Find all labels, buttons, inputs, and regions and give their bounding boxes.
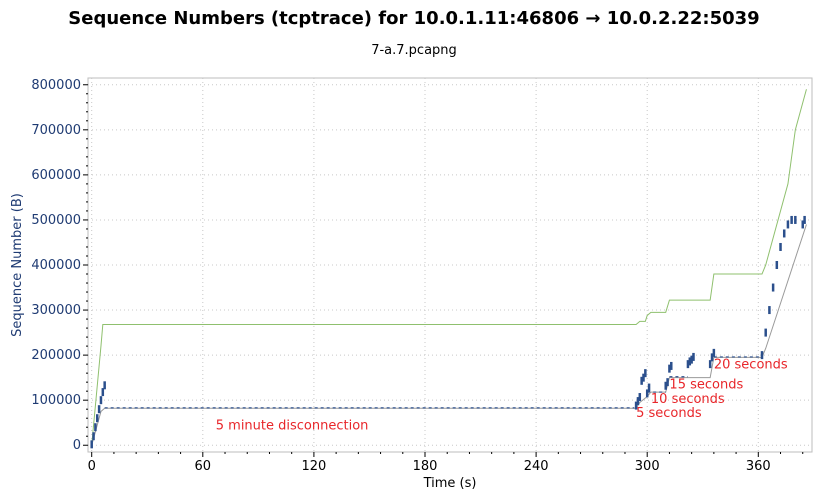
grid-layer: [88, 78, 812, 452]
x-tick-label: 0: [88, 459, 96, 474]
y-tick-label: 800000: [31, 78, 81, 93]
annotation-label: 20 seconds: [714, 358, 788, 373]
y-tick-label: 600000: [31, 168, 81, 183]
annotation-label: 5 seconds: [636, 406, 702, 421]
axis-layer: 0 60 120 180 240 300 360 0 100000 200000 300000 400…: [31, 78, 804, 474]
x-tick-label: 120: [301, 459, 326, 474]
y-tick-label: 0: [73, 438, 81, 453]
y-tick-label: 200000: [31, 348, 81, 363]
x-tick-label: 240: [524, 459, 549, 474]
y-tick-label: 500000: [31, 213, 81, 228]
x-tick-label: 60: [195, 459, 212, 474]
chart-subtitle: 7-a.7.pcapng: [371, 43, 457, 58]
x-tick-label: 180: [413, 459, 438, 474]
y-tick-label: 700000: [31, 123, 81, 138]
annotation-label: 10 seconds: [651, 392, 725, 407]
x-tick-label: 360: [746, 459, 771, 474]
chart-title: Sequence Numbers (tcptrace) for 10.0.1.1…: [68, 8, 760, 29]
series-layer: [90, 89, 807, 449]
y-axis-label: Sequence Number (B): [10, 193, 25, 337]
y-tick-label: 300000: [31, 303, 81, 318]
y-tick-label: 400000: [31, 258, 81, 273]
window-series-line: [91, 89, 807, 446]
x-tick-label: 300: [635, 459, 660, 474]
y-tick-label: 100000: [31, 393, 81, 408]
x-axis-label: Time (s): [423, 476, 477, 491]
annotation-label: 5 minute disconnection: [216, 418, 369, 433]
annotation-label: 15 seconds: [669, 377, 743, 392]
